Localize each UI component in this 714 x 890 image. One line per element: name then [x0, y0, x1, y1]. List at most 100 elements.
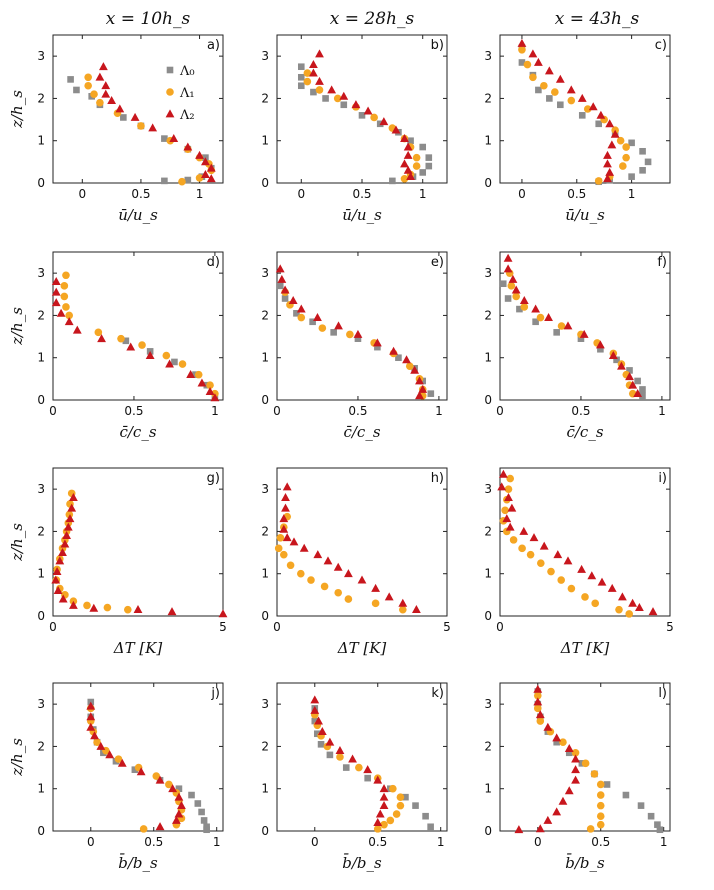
- data-point-circle: [334, 588, 343, 597]
- data-point-triangle: [69, 493, 78, 501]
- data-point-triangle: [165, 359, 174, 368]
- data-point-triangle: [58, 594, 68, 603]
- panel-label: f): [657, 255, 667, 270]
- data-point-triangle: [148, 123, 158, 132]
- data-point-triangle: [544, 312, 553, 321]
- data-point-triangle: [555, 74, 565, 83]
- y-tick-label: 0: [37, 176, 45, 190]
- data-point-square: [395, 354, 402, 362]
- x-axis-label: ū/u_s: [565, 206, 605, 224]
- x-axis-label: b̄/b_s: [118, 854, 158, 872]
- data-point-triangle: [195, 150, 204, 159]
- data-point-triangle: [51, 575, 61, 584]
- data-point-triangle: [325, 737, 335, 746]
- data-point-square: [297, 63, 305, 71]
- data-point-square: [407, 137, 414, 145]
- data-point-triangle: [282, 533, 292, 542]
- data-point-triangle: [610, 129, 620, 138]
- y-tick-label: 3: [37, 482, 45, 496]
- data-point-triangle: [596, 110, 606, 119]
- data-point-triangle: [533, 57, 543, 66]
- data-point-triangle: [310, 705, 320, 714]
- data-point-triangle: [277, 274, 287, 283]
- x-tick-label: 5: [666, 620, 674, 634]
- data-point-triangle: [315, 76, 324, 85]
- data-point-triangle: [299, 543, 309, 552]
- data-point-triangle: [117, 758, 127, 767]
- data-point-circle: [536, 717, 545, 725]
- data-point-square: [628, 173, 635, 180]
- data-points: [497, 469, 658, 618]
- y-tick-label: 2: [484, 739, 492, 753]
- data-point-triangle: [531, 304, 541, 313]
- data-point-circle: [315, 86, 324, 94]
- data-point-square: [171, 358, 178, 366]
- y-tick-label: 2: [37, 524, 45, 538]
- data-point-triangle: [197, 378, 207, 387]
- data-point-triangle: [327, 85, 337, 94]
- axes-frame: [276, 251, 448, 401]
- data-points: [517, 38, 652, 186]
- data-point-triangle: [90, 731, 99, 740]
- data-point-square: [565, 749, 573, 757]
- y-tick-label: 0: [261, 609, 269, 623]
- data-point-circle: [526, 550, 535, 559]
- x-tick-label: 0: [78, 187, 86, 201]
- data-point-circle: [206, 381, 214, 390]
- legend: Λ₀ Λ₁ Λ₂: [165, 64, 195, 123]
- data-point-circle: [619, 162, 627, 170]
- data-point-circle: [590, 770, 599, 778]
- data-point-square: [276, 282, 284, 290]
- data-point-triangle: [51, 287, 61, 296]
- data-point-square: [504, 295, 512, 302]
- data-point-triangle: [101, 89, 111, 98]
- x-tick-label: 0: [87, 835, 95, 849]
- x-tick-label: 0: [534, 835, 542, 849]
- x-axis-label: c̄/c_s: [343, 423, 380, 441]
- data-point-triangle: [210, 393, 220, 402]
- data-point-triangle: [625, 372, 634, 381]
- y-tick-label: 2: [261, 739, 269, 753]
- panel-e: 0 0.5 1 0 1 2 3 e) c̄/c_s: [261, 251, 448, 441]
- data-point-triangle: [167, 607, 177, 616]
- data-point-circle: [571, 748, 580, 757]
- data-point-circle: [596, 801, 605, 810]
- panel-d: 0 0.5 1 0 1 2 3 d) c̄/c_s z/h_s: [8, 251, 224, 441]
- legend-marker-square: [166, 66, 174, 74]
- column-title-3: x = 43h_s: [555, 9, 640, 29]
- data-point-triangle: [558, 796, 568, 805]
- axes-frame: [52, 34, 224, 184]
- panel-label: c): [655, 38, 667, 53]
- data-point-triangle: [552, 807, 562, 816]
- data-point-circle: [137, 122, 145, 130]
- data-points: [514, 684, 664, 834]
- data-point-triangle: [136, 767, 146, 776]
- data-points: [51, 489, 228, 618]
- data-point-square: [340, 101, 348, 109]
- data-point-triangle: [183, 142, 193, 151]
- x-tick-label: 0: [496, 620, 504, 634]
- y-tick-label: 0: [37, 393, 45, 407]
- data-points: [274, 482, 421, 614]
- data-point-triangle: [403, 150, 413, 159]
- data-point-triangle: [64, 317, 74, 326]
- data-point-triangle: [406, 172, 415, 181]
- data-point-triangle: [86, 722, 96, 731]
- y-axis-label: z/h_s: [8, 90, 26, 129]
- x-tick-label: 0.5: [571, 404, 590, 418]
- data-point-triangle: [503, 264, 513, 273]
- data-point-triangle: [571, 775, 580, 784]
- data-point-triangle: [535, 710, 545, 719]
- x-tick-label: 0.5: [567, 187, 586, 201]
- y-tick-label: 1: [37, 782, 45, 796]
- data-point-circle: [551, 88, 559, 96]
- data-point-circle: [581, 593, 589, 601]
- y-tick-label: 1: [261, 134, 269, 148]
- data-point-circle: [371, 599, 380, 608]
- x-tick-label: 1: [437, 835, 445, 849]
- data-point-triangle: [309, 68, 318, 77]
- data-point-circle: [594, 177, 603, 185]
- data-point-triangle: [400, 159, 409, 168]
- data-point-square: [364, 774, 371, 782]
- y-tick-label: 2: [261, 524, 269, 538]
